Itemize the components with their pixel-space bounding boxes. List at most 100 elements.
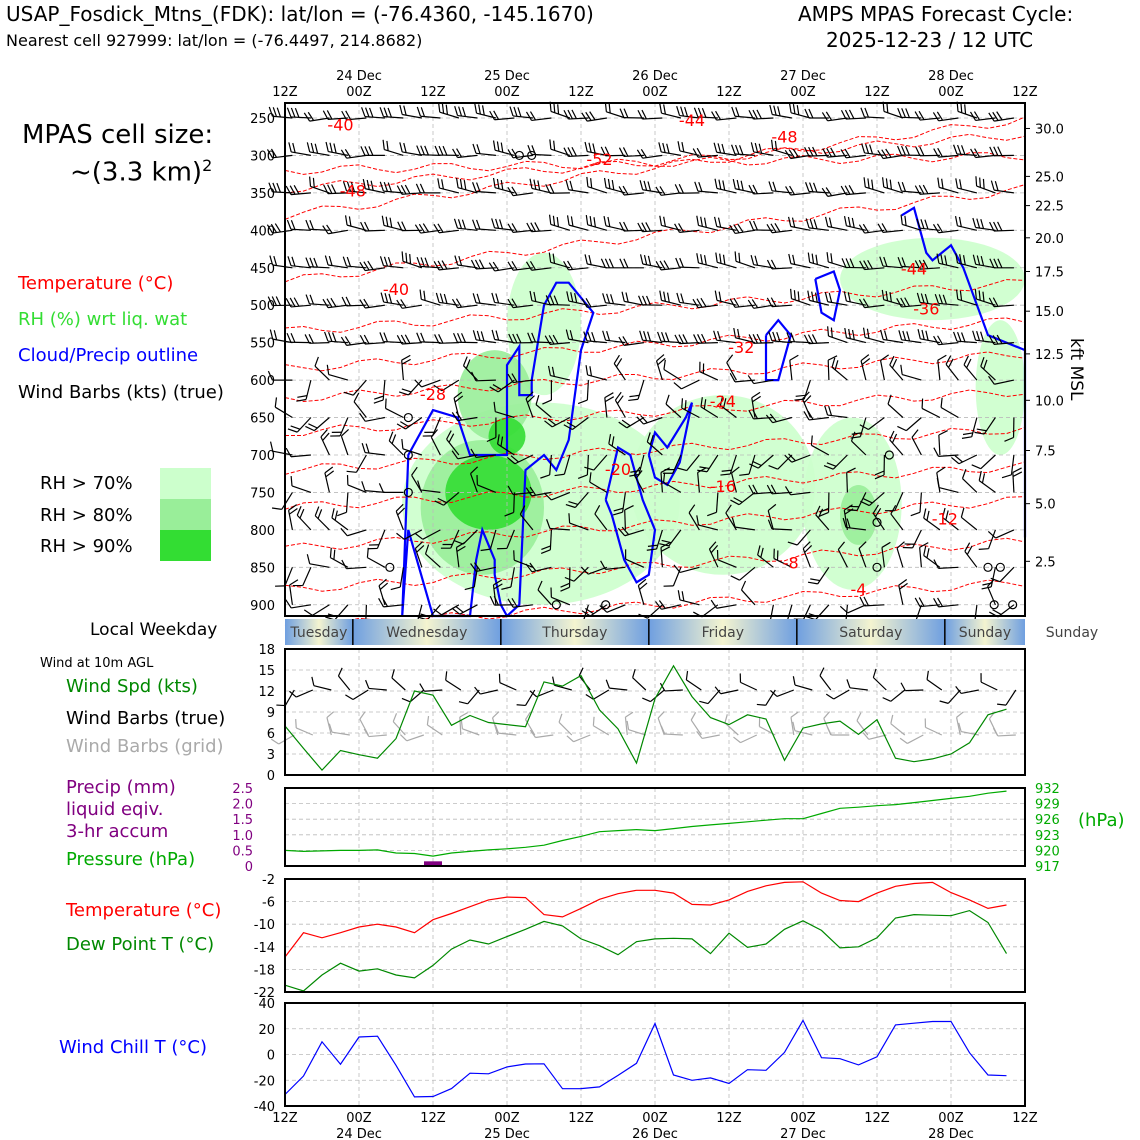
wind-barb-flag [585,693,594,700]
wind-barb-flag [785,186,792,196]
wind-barb-staff [706,454,719,473]
wind-barb-flag [607,178,611,189]
wind-barb-flag [918,185,925,195]
wind-barb [897,417,922,432]
wind-barb-flag [618,186,625,196]
wind-barb [933,335,959,346]
dewpoint-line [284,909,1008,992]
wind-barb-flag [956,711,964,718]
wind-barb [324,255,348,269]
wind-barb-flag [317,509,323,519]
wind-barb-staff [864,604,885,607]
wind-barb-staff [421,298,441,306]
wind-barb-flag [992,297,999,307]
wind-barb [858,223,885,234]
wind-barb-flag [978,470,982,481]
wind-barb-flag [807,334,814,344]
isotherm--24 [285,389,1026,436]
wind-barb-staff [827,301,848,306]
wind-barb-flag [976,331,981,341]
wind-barb-staff [623,192,644,196]
wind-barb-flag [542,399,552,405]
wind-barb-flag [560,586,570,592]
wind-barb-flag [920,219,925,229]
wind-barb-flag [843,504,853,511]
wind-barb-flag [570,292,574,302]
wind-barb-flag [772,181,777,192]
wind-barb-staff [626,416,645,429]
pressure-tick: 923 [1035,829,1060,844]
wind-barb-flag [713,216,718,227]
wind-barb-flag [422,223,430,233]
wind-barb [1004,417,1015,442]
wind-barb [326,364,349,381]
wind-barb-flag [416,256,422,267]
wind-barb [655,354,666,381]
wind-barb-staff [738,491,756,506]
wind-barb [730,466,740,493]
wind-barb-flag [721,143,726,154]
wind-barb-flag [267,296,273,306]
wind-barb [486,417,497,443]
wind-barb-flag [379,181,385,192]
wind-barb-staff [883,154,903,160]
wind-barb-staff [281,492,293,510]
wind-barb-flag [581,112,588,122]
wind-barb-true [365,679,387,691]
wind-barb-flag [926,548,930,559]
wind-barb-flag [589,111,596,121]
wind-barb [390,567,404,591]
wind-barb [784,148,811,160]
wind-barb [604,392,615,418]
wind-barb-staff [439,111,460,119]
pressure-tick-350: 350 [250,187,275,202]
wind-barb-flag [824,292,829,302]
wind-barb-flag [752,409,758,419]
wind-barb-staff [679,342,700,345]
calm-circle [872,562,882,572]
wind-barb [824,405,848,419]
wind-barb [437,178,460,194]
temperature-tick: -14 [254,941,275,956]
kft-tick-label: 25.0 [1035,170,1064,185]
wind-barb-staff [790,112,811,119]
wind-barb-flag [588,255,592,265]
bottom-time-tick: 12Z [1012,1111,1038,1126]
wind-barb-flag [663,216,666,227]
wind-barb-flag [639,582,648,590]
wind-barb-flag [311,676,315,686]
wind-barb-flag [471,371,477,382]
wind-barb-flag [534,222,540,232]
wind-barb-flag [552,334,559,344]
wind-barb [697,467,707,493]
wind-barb [989,221,1014,232]
wind-barb [275,567,293,587]
wind-barb-flag [396,532,405,540]
wind-barb-flag [972,217,977,228]
wind-barb [731,106,755,119]
local-weekday-label: Local Weekday [90,620,218,640]
wind-barb-flag [722,254,726,265]
wind-barb [839,604,867,614]
wind-barb [594,505,608,531]
wind-barb-staff [328,374,349,381]
wind-barb [840,109,866,120]
wind-barb [932,111,959,122]
wind-barb-flag [617,527,626,537]
wind-barb-flag [874,470,885,476]
wind-barb-flag [840,149,847,159]
wind-barb-staff [536,689,554,698]
wind-barb-flag [493,401,496,412]
wind-barb-flag [696,215,700,226]
wind-barb-staff [708,548,719,568]
wind-barb-flag [566,735,575,743]
wind-barb-flag [437,223,444,233]
wind-barb-staff [772,148,793,156]
wind-barb-flag [340,149,348,159]
wind-barb-flag [823,711,831,719]
wind-barb-staff [646,441,663,456]
wind-barb-flag [451,450,459,460]
wind-barb-flag [389,217,393,228]
wind-barb-flag [729,298,736,308]
wind-barb-staff [828,335,848,344]
